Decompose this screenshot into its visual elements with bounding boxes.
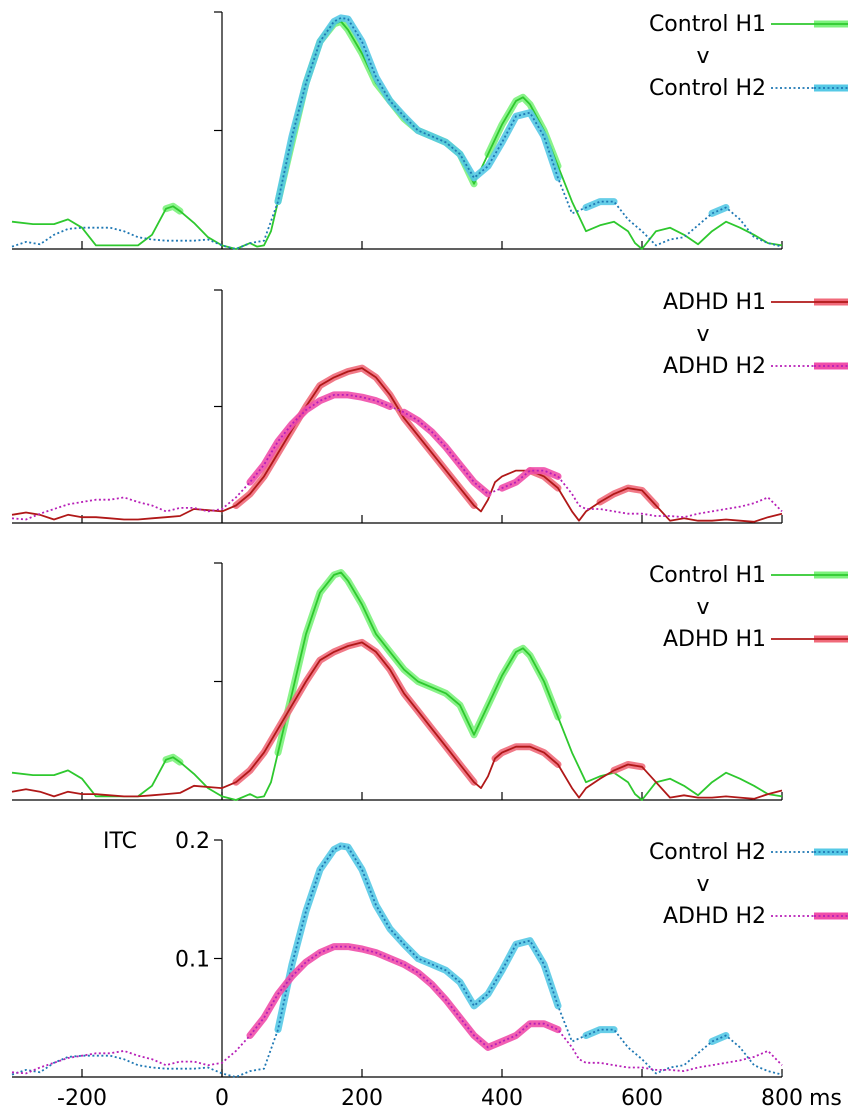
y-axis-label: ITC	[103, 829, 137, 854]
panel-control-h2-vs-adhd-h2: Control H2 v ADHD H2 0.1 0.2 ITC -200 0 200 400 60…	[11, 829, 848, 1108]
legend-label-control-h2: Control H2	[649, 840, 766, 865]
series-line-adhd-h1	[11, 641, 783, 800]
y-tick-label: 0.2	[175, 829, 210, 854]
x-axis-unit: ms	[809, 1086, 842, 1108]
series-line-adhd-h2	[11, 945, 783, 1075]
series-line-control-h1	[11, 20, 783, 250]
legend-versus-label: v	[696, 595, 709, 620]
legend-label-adhd-h2: ADHD H2	[663, 354, 766, 379]
significance-highlight-control-h1	[274, 18, 478, 206]
legend-versus-label: v	[696, 44, 709, 69]
series-line-adhd-h1	[11, 367, 783, 523]
x-tick-label: 0	[215, 1086, 229, 1108]
x-tick-label: -200	[57, 1086, 107, 1108]
x-tick-label: 200	[341, 1086, 383, 1108]
y-tick-label: 0.1	[175, 948, 210, 973]
significance-highlight-control-h2	[708, 1032, 730, 1045]
x-tick-label: 600	[621, 1086, 663, 1108]
significance-highlight-control-h2	[274, 842, 562, 1034]
series-line-control-h1	[11, 571, 783, 801]
significance-highlight-adhd-h2	[400, 408, 492, 498]
legend-label-adhd-h1: ADHD H1	[663, 627, 766, 652]
legend-label-control-h1: Control H1	[649, 563, 766, 588]
significance-highlight-control-h2	[274, 14, 562, 206]
significance-highlight-adhd-h2	[246, 391, 394, 486]
series-line-control-h2	[11, 17, 783, 250]
significance-highlight-control-h2	[708, 204, 730, 217]
significance-highlight-adhd-h1	[232, 638, 478, 786]
panel-adhd-h1-vs-adhd-h2: ADHD H1 v ADHD H2	[11, 289, 848, 524]
series-line-adhd-h2	[11, 394, 783, 521]
x-tick-label: 800	[761, 1086, 803, 1108]
legend-versus-label: v	[696, 322, 709, 347]
legend-label-adhd-h1: ADHD H1	[663, 290, 766, 315]
x-tick-label: 400	[481, 1086, 523, 1108]
legend-label-adhd-h2: ADHD H2	[663, 904, 766, 929]
legend-label-control-h2: Control H2	[649, 76, 766, 101]
legend-label-control-h1: Control H1	[649, 12, 766, 37]
legend-versus-label: v	[696, 872, 709, 897]
panel-control-h1-vs-control-h2: Control H1 v Control H2	[11, 11, 848, 250]
panel-control-h1-vs-adhd-h1: Control H1 v ADHD H1	[11, 562, 848, 801]
